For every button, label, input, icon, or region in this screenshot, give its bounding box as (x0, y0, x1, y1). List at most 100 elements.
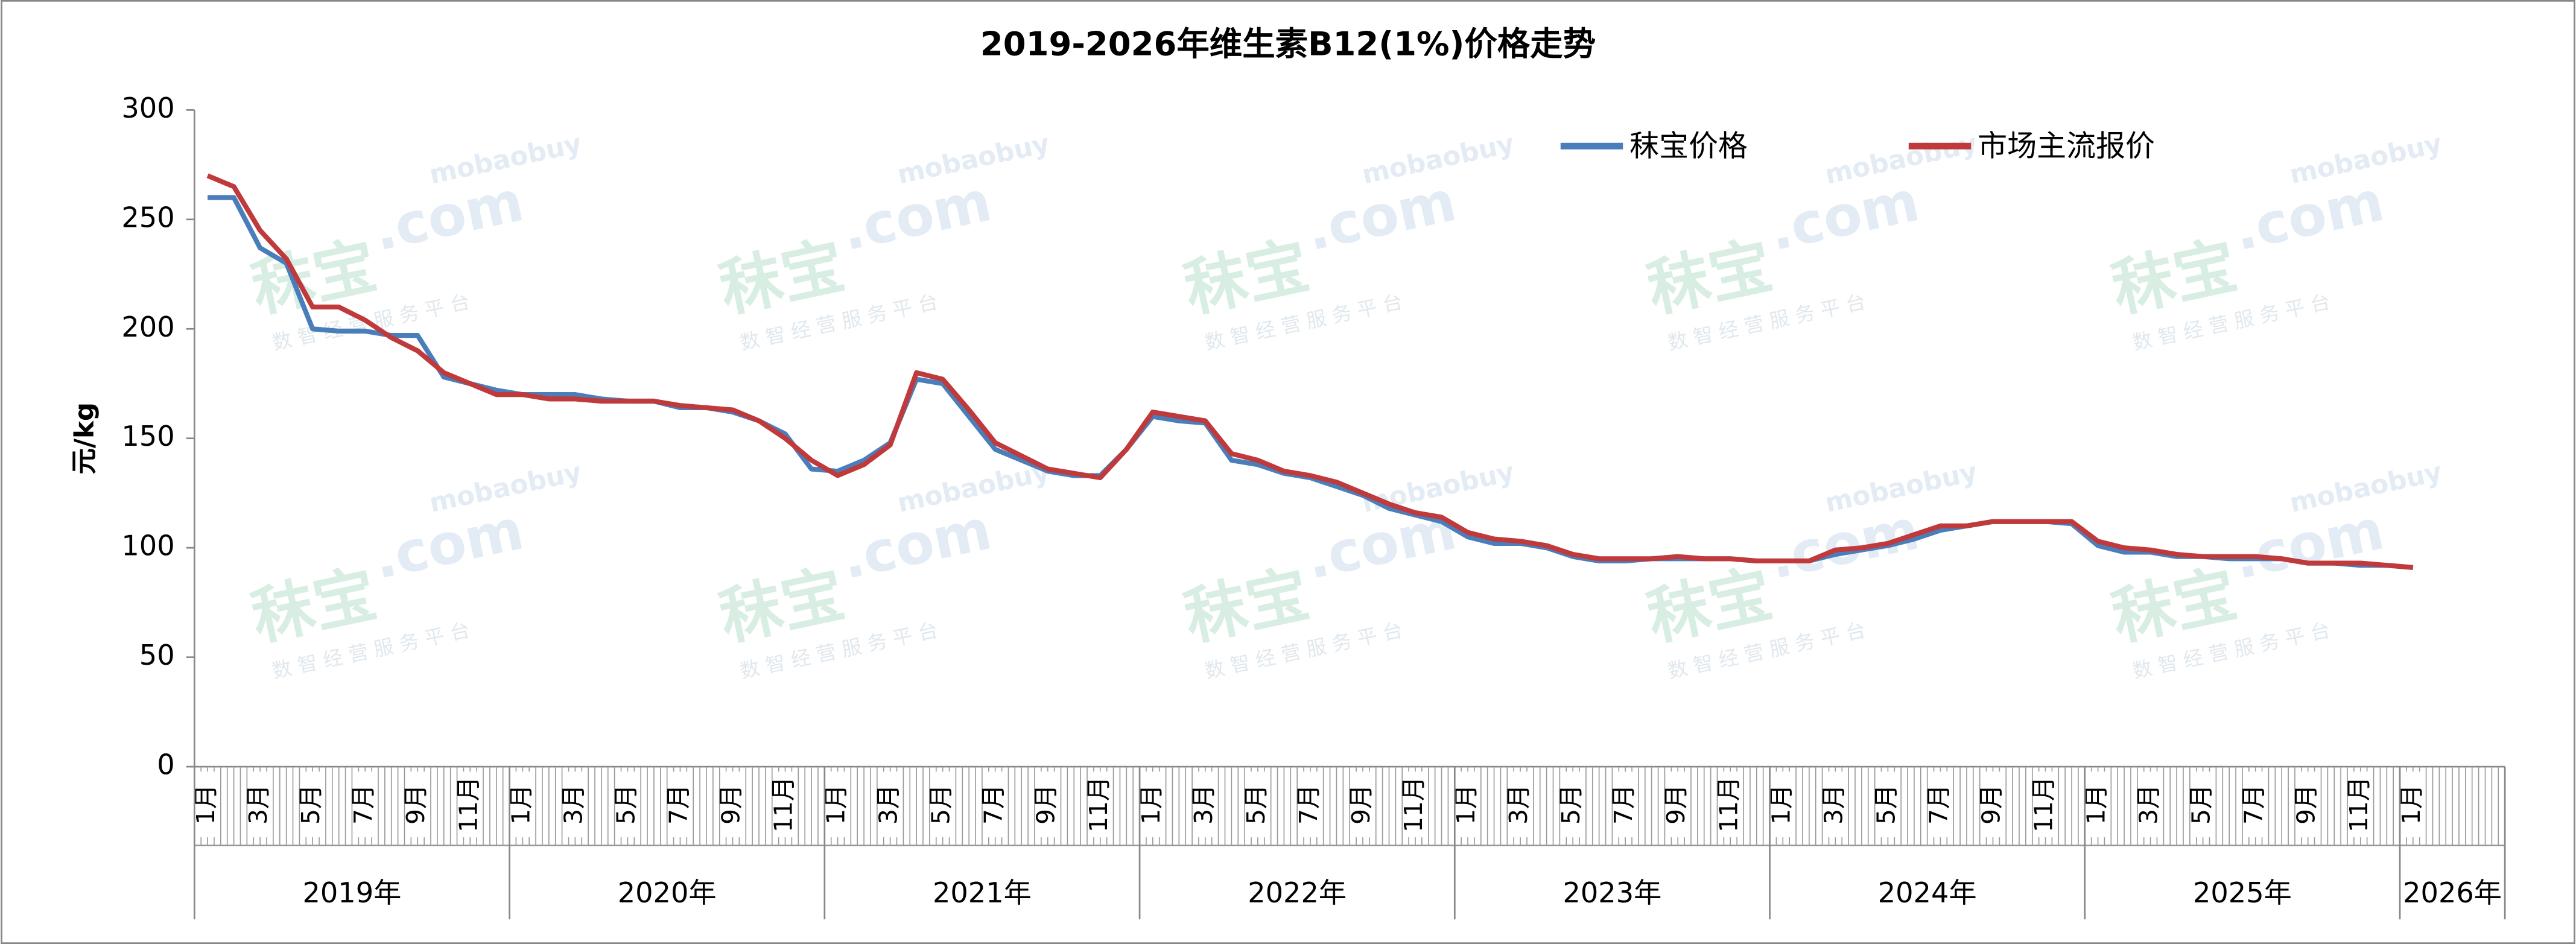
x-tick-label-bg (826, 771, 849, 838)
x-tick-label-bg (458, 771, 482, 838)
x-tick-label: 1月 (191, 784, 220, 825)
x-tick-label-bg (511, 771, 535, 838)
x-tick-label: 3月 (244, 784, 273, 825)
x-tick-label-bg (2244, 771, 2267, 838)
x-tick-label: 11月 (1399, 776, 1428, 832)
x-tick-label: 3月 (1504, 784, 1533, 825)
y-tick-label: 150 (121, 420, 174, 452)
chart-title: 2019-2026年维生素B12(1%)价格走势 (980, 24, 1596, 63)
legend-label: 市场主流报价 (1978, 128, 2155, 163)
x-tick-label-bg (983, 771, 1007, 838)
x-tick-label: 9月 (1347, 784, 1375, 825)
x-tick-label-bg (1141, 771, 1164, 838)
x-tick-label: 3月 (559, 784, 588, 825)
x-tick-label-bg (1719, 771, 1742, 838)
x-tick-label: 1月 (2397, 784, 2426, 825)
x-tick-label-bg (2296, 771, 2320, 838)
x-tick-label-bg (1876, 771, 1900, 838)
x-tick-label: 1月 (506, 784, 535, 825)
x-tick-label-bg (406, 771, 430, 838)
x-tick-label: 3月 (1189, 784, 1218, 825)
x-tick-label: 7月 (349, 784, 378, 825)
x-tick-label: 7月 (1609, 784, 1638, 825)
x-tick-label-bg (1246, 771, 1269, 838)
year-label: 2022年 (1248, 876, 1347, 909)
x-tick-label: 3月 (2134, 784, 2163, 825)
x-tick-label: 1月 (2082, 784, 2111, 825)
x-tick-label: 9月 (1976, 784, 2005, 825)
x-tick-label-bg (616, 771, 639, 838)
x-tick-label-bg (2191, 771, 2215, 838)
x-tick-label: 11月 (1714, 776, 1743, 832)
legend-label: 秣宝价格 (1629, 128, 1748, 163)
x-tick-label-bg (1403, 771, 1427, 838)
x-tick-label-bg (1509, 771, 1532, 838)
x-tick-label: 7月 (1924, 784, 1953, 825)
x-tick-label-bg (721, 771, 744, 838)
x-tick-label: 3月 (874, 784, 903, 825)
y-tick-label: 300 (121, 92, 174, 124)
x-tick-label: 7月 (979, 784, 1008, 825)
x-tick-label: 11月 (2029, 776, 2058, 832)
x-tick-label: 5月 (296, 784, 325, 825)
x-tick-label: 7月 (664, 784, 693, 825)
x-tick-label: 1月 (1137, 784, 1166, 825)
x-tick-label-bg (301, 771, 325, 838)
y-axis-label: 元/kg (70, 402, 100, 475)
x-tick-label-bg (196, 771, 220, 838)
x-tick-label-bg (1193, 771, 1217, 838)
x-tick-label-bg (2401, 771, 2425, 838)
x-tick-label-bg (1614, 771, 1637, 838)
x-tick-label: 1月 (1451, 784, 1480, 825)
x-tick-label-bg (2034, 771, 2057, 838)
x-tick-label-bg (1036, 771, 1059, 838)
x-tick-label-bg (2139, 771, 2162, 838)
x-tick-label: 7月 (1294, 784, 1323, 825)
year-label: 2024年 (1878, 876, 1977, 909)
x-tick-label-bg (249, 771, 272, 838)
year-label: 2026年 (2403, 876, 2502, 909)
x-tick-label-bg (1088, 771, 1112, 838)
x-tick-label-bg (2086, 771, 2110, 838)
x-tick-label: 3月 (1819, 784, 1848, 825)
x-tick-label-bg (1981, 771, 2005, 838)
x-tick-label-bg (1456, 771, 1480, 838)
x-tick-label-bg (1351, 771, 1375, 838)
x-tick-label-bg (1666, 771, 1690, 838)
x-tick-label: 11月 (1084, 776, 1113, 832)
year-label: 2023年 (1562, 876, 1661, 909)
year-label: 2019年 (302, 876, 401, 909)
year-label: 2021年 (933, 876, 1032, 909)
x-tick-label-bg (668, 771, 692, 838)
x-tick-label-bg (931, 771, 954, 838)
x-tick-label-bg (354, 771, 377, 838)
x-tick-label: 11月 (454, 776, 483, 832)
x-tick-label-bg (2349, 771, 2372, 838)
series-line (206, 173, 2414, 570)
x-tick-label: 7月 (2239, 784, 2268, 825)
year-label: 2020年 (618, 876, 717, 909)
x-tick-label: 9月 (401, 784, 430, 825)
x-tick-label: 5月 (2187, 784, 2216, 825)
x-tick-label: 5月 (1242, 784, 1271, 825)
x-tick-label: 1月 (822, 784, 851, 825)
y-tick-label: 50 (139, 639, 175, 671)
y-tick-label: 100 (121, 530, 174, 562)
x-tick-label-bg (773, 771, 797, 838)
x-tick-label: 11月 (2344, 776, 2373, 832)
x-tick-label-bg (1824, 771, 1847, 838)
x-tick-label: 5月 (1871, 784, 1900, 825)
x-tick-label: 5月 (927, 784, 956, 825)
x-tick-label-bg (563, 771, 587, 838)
x-tick-label: 5月 (611, 784, 640, 825)
x-tick-label: 9月 (716, 784, 745, 825)
x-tick-label-bg (878, 771, 902, 838)
y-tick-label: 200 (121, 311, 174, 343)
year-label: 2025年 (2193, 876, 2292, 909)
x-tick-label-bg (1561, 771, 1585, 838)
x-tick-label: 9月 (1661, 784, 1690, 825)
x-tick-label-bg (1298, 771, 1322, 838)
x-tick-label-bg (1929, 771, 1952, 838)
x-tick-label: 5月 (1556, 784, 1585, 825)
